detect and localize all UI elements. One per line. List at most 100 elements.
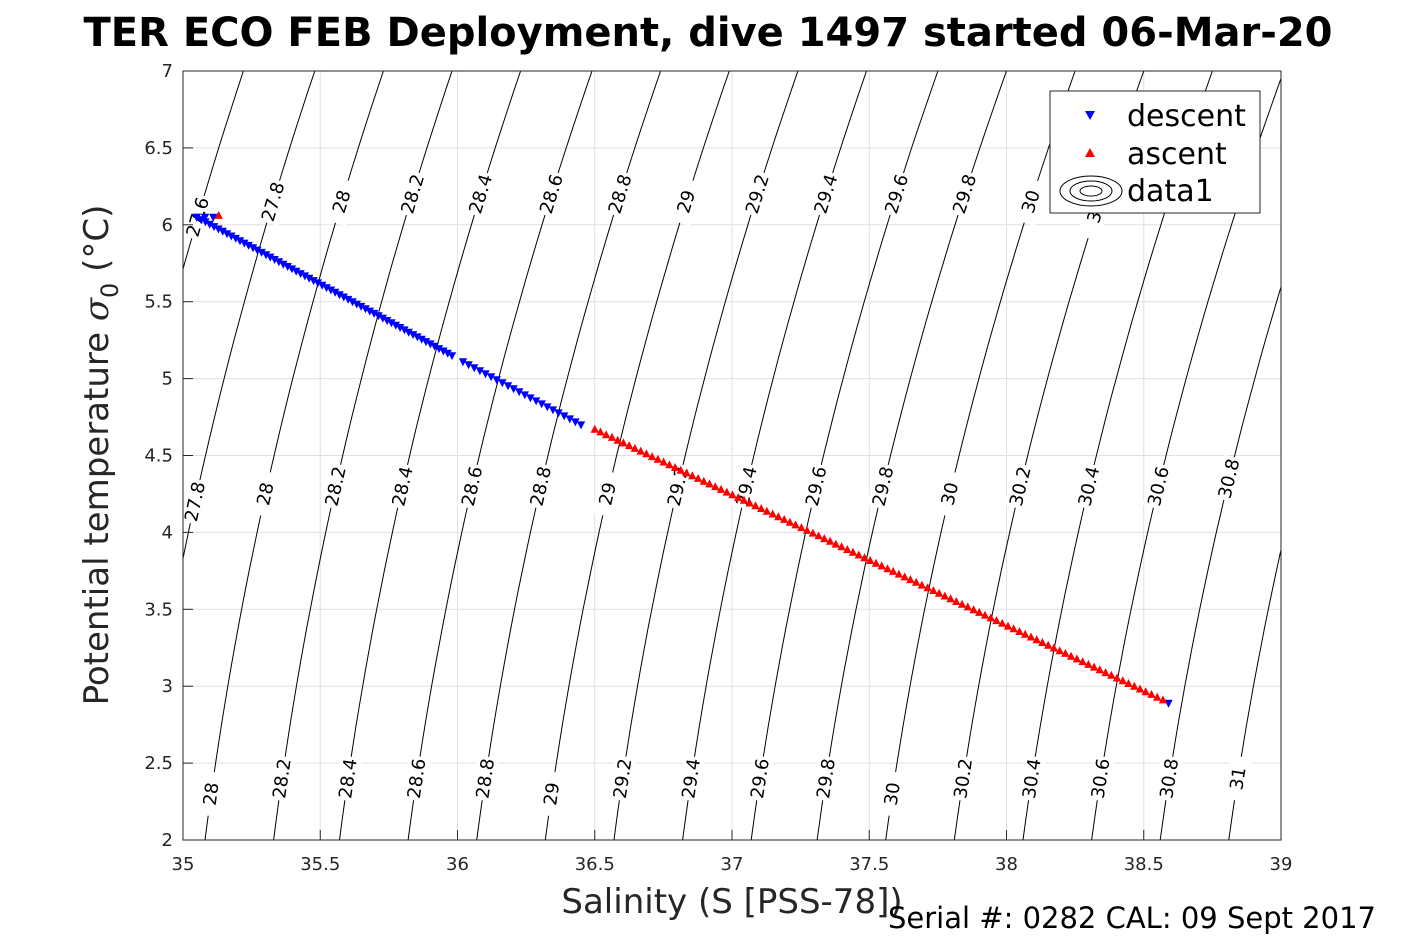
contour-label-group: 28 xyxy=(197,770,226,818)
ascent-point xyxy=(1009,624,1018,633)
descent-point xyxy=(560,412,569,421)
ascent-point xyxy=(625,441,634,450)
ascent-point xyxy=(1089,662,1099,671)
ascent-point xyxy=(596,427,605,436)
y-axis-label-main: Potential temperature xyxy=(77,321,117,705)
ascent-point xyxy=(659,457,668,466)
descent-point xyxy=(520,391,529,400)
ascent-point xyxy=(906,575,915,584)
y-tick-label: 2 xyxy=(162,830,173,851)
ascent-point xyxy=(1055,646,1064,655)
x-tick-label: 37.5 xyxy=(849,854,889,875)
ascent-point xyxy=(1021,629,1030,638)
descent-point xyxy=(417,335,426,344)
contour-label-mask xyxy=(471,755,500,802)
descent-point xyxy=(374,312,383,321)
ascent-point xyxy=(728,490,737,499)
descent-point xyxy=(492,376,501,385)
y-tick-label: 6 xyxy=(162,215,173,236)
descent-point xyxy=(404,328,413,337)
descent-point xyxy=(447,352,457,361)
contour-label-mask xyxy=(603,169,638,219)
contour-label-mask xyxy=(1154,755,1184,802)
ascent-point xyxy=(883,564,892,573)
ascent-point xyxy=(607,432,617,441)
descent-point xyxy=(222,230,232,239)
y-tick-label: 6.5 xyxy=(144,138,173,159)
ascent-point xyxy=(757,504,766,512)
contour-label-mask xyxy=(525,462,557,511)
ascent-point xyxy=(1141,687,1150,696)
ascent-point xyxy=(665,460,674,469)
descent-point xyxy=(571,418,580,427)
ascent-point xyxy=(676,465,685,474)
descent-point xyxy=(218,227,227,236)
descent-point xyxy=(235,237,245,246)
descent-point xyxy=(439,347,448,356)
ascent-point xyxy=(1153,692,1162,701)
ascent-point xyxy=(802,525,812,534)
contour-label-mask xyxy=(320,462,352,511)
descent-point xyxy=(378,314,387,323)
descent-point xyxy=(481,370,490,379)
descent-point xyxy=(470,364,479,373)
ascent-point xyxy=(825,536,835,545)
ascent-point xyxy=(1124,679,1133,687)
descent-point xyxy=(543,403,552,412)
descent-point xyxy=(209,223,219,232)
contour-label-mask xyxy=(948,755,978,802)
ascent-point xyxy=(688,471,697,480)
legend-contour-icon xyxy=(1059,175,1123,207)
contour-label: 28 xyxy=(253,481,278,508)
contour-label-mask xyxy=(456,462,488,511)
descent-point xyxy=(352,300,361,309)
ascent-point xyxy=(642,449,651,458)
descent-point xyxy=(261,251,271,260)
contour-label: 29 xyxy=(595,481,621,508)
descent-point xyxy=(309,277,318,286)
descent-point xyxy=(326,286,336,295)
descent-point xyxy=(356,302,366,311)
ascent-point xyxy=(682,468,691,477)
descent-point xyxy=(531,397,541,406)
descent-point xyxy=(266,253,275,262)
x-tick-label: 36 xyxy=(446,854,469,875)
descent-point xyxy=(361,305,370,314)
ascent-point xyxy=(751,501,760,510)
descent-point xyxy=(537,400,546,409)
ascent-point xyxy=(636,446,645,455)
ascent-point xyxy=(831,539,840,548)
ascent-point xyxy=(940,591,950,600)
descent-point xyxy=(201,218,210,227)
descent-point xyxy=(274,258,284,267)
contour-label-mask xyxy=(1073,462,1105,511)
contour-label-mask xyxy=(537,770,566,818)
contour-label-mask xyxy=(324,177,359,226)
contour-label-mask xyxy=(1004,462,1037,511)
ascent-point xyxy=(602,430,611,439)
ascent-point xyxy=(613,435,622,444)
contour-label-mask xyxy=(267,755,296,802)
descent-point xyxy=(322,284,331,293)
contour-label-mask xyxy=(249,470,281,518)
ascent-point xyxy=(866,556,875,564)
ascent-point xyxy=(619,438,628,447)
descent-point xyxy=(244,241,253,250)
contour-label-group: 31 xyxy=(1223,755,1253,802)
contour-label-group: 29.6 xyxy=(745,755,775,802)
contour-label-group: 30.6 xyxy=(1086,755,1115,802)
ascent-point xyxy=(1130,681,1139,690)
y-axis-label-symbol: σ xyxy=(77,297,117,321)
descent-point xyxy=(369,309,379,318)
y-axis-ticks: 2 2.5 3 3.5 4 4.5 5 5.5 6 6.5 7 xyxy=(144,61,193,851)
contour-label-mask xyxy=(591,469,624,518)
contour-line-31 xyxy=(1228,547,1281,840)
contour-label-mask xyxy=(867,462,899,511)
contour-label-group: 30.8 xyxy=(1154,755,1184,802)
footer-serial-cal: Serial #: 0282 CAL: 09 Sept 2017 xyxy=(888,901,1376,935)
descent-point xyxy=(443,349,452,358)
descent-point xyxy=(257,248,266,257)
ascent-point xyxy=(957,599,967,608)
contour-label-mask xyxy=(1213,454,1245,503)
ascent-point xyxy=(814,531,823,540)
